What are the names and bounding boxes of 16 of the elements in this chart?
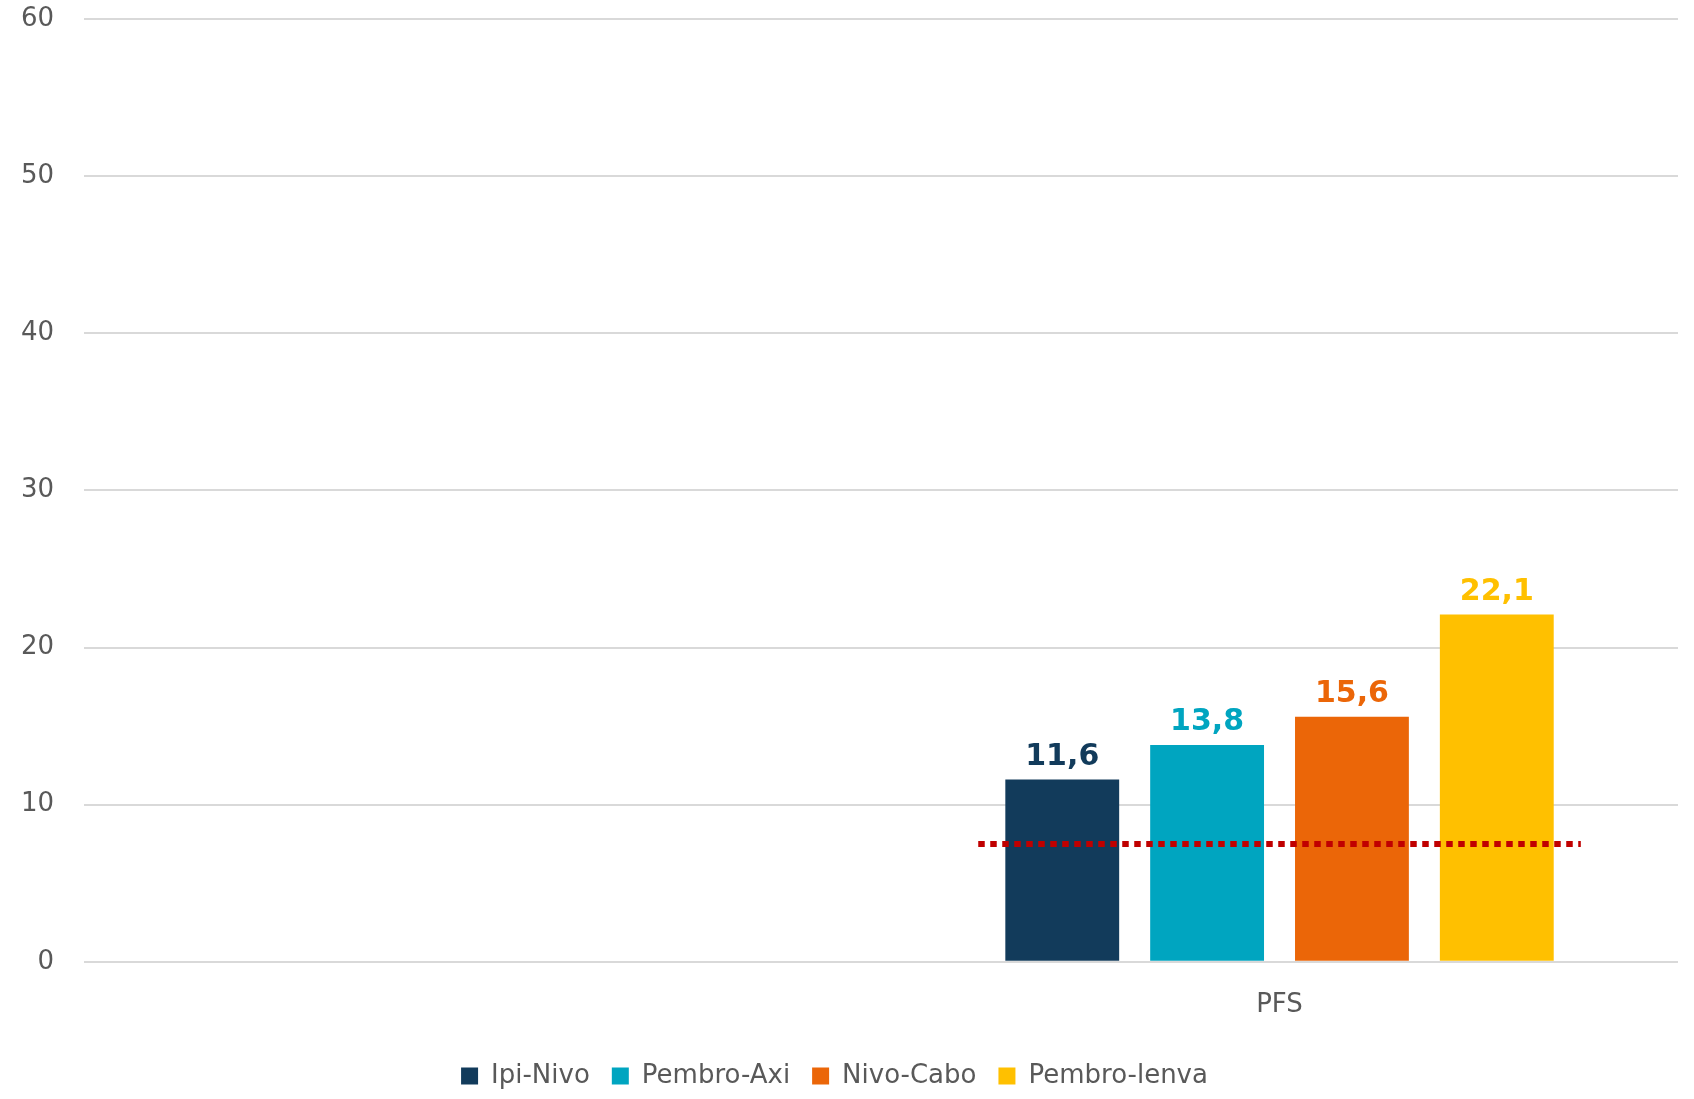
- legend-label: Pembro-lenva: [1028, 1058, 1208, 1089]
- y-tick-label: 10: [20, 787, 55, 818]
- legend-label: Pembro-Axi: [641, 1058, 791, 1089]
- y-tick-label: 60: [20, 1, 55, 32]
- data-label: 15,6: [1314, 673, 1389, 709]
- y-tick-label: 0: [37, 944, 55, 975]
- x-tick-label: PFS: [1256, 988, 1303, 1019]
- legend-label: Ipi-Nivo: [491, 1058, 590, 1089]
- y-tick-label: 40: [20, 316, 55, 347]
- y-tick-label: 30: [20, 473, 55, 504]
- data-label: 22,1: [1459, 571, 1534, 607]
- data-label: 11,6: [1025, 736, 1100, 772]
- data-label: 13,8: [1170, 701, 1245, 737]
- y-tick-label: 50: [20, 158, 55, 189]
- legend-label: Nivo-Cabo: [842, 1058, 977, 1089]
- y-tick-label: 20: [20, 630, 55, 661]
